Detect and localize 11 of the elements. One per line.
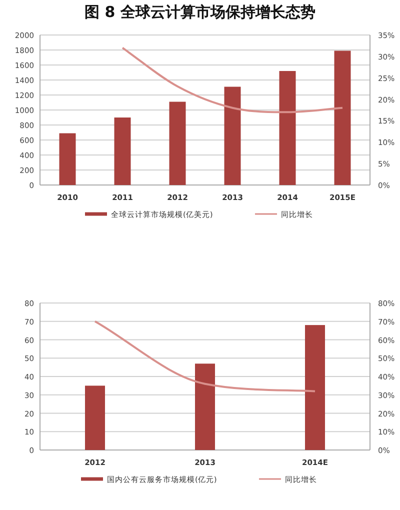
bar (85, 386, 105, 450)
bar (169, 102, 186, 185)
bar (305, 325, 325, 450)
bar (334, 50, 351, 185)
bar (195, 364, 215, 450)
bar (224, 86, 241, 185)
chart-title: 图 8 全球云计算市场保持增长态势 (84, 3, 316, 21)
bar (279, 71, 296, 185)
bar (114, 118, 131, 185)
bar (59, 133, 76, 185)
line-series (122, 46, 344, 114)
